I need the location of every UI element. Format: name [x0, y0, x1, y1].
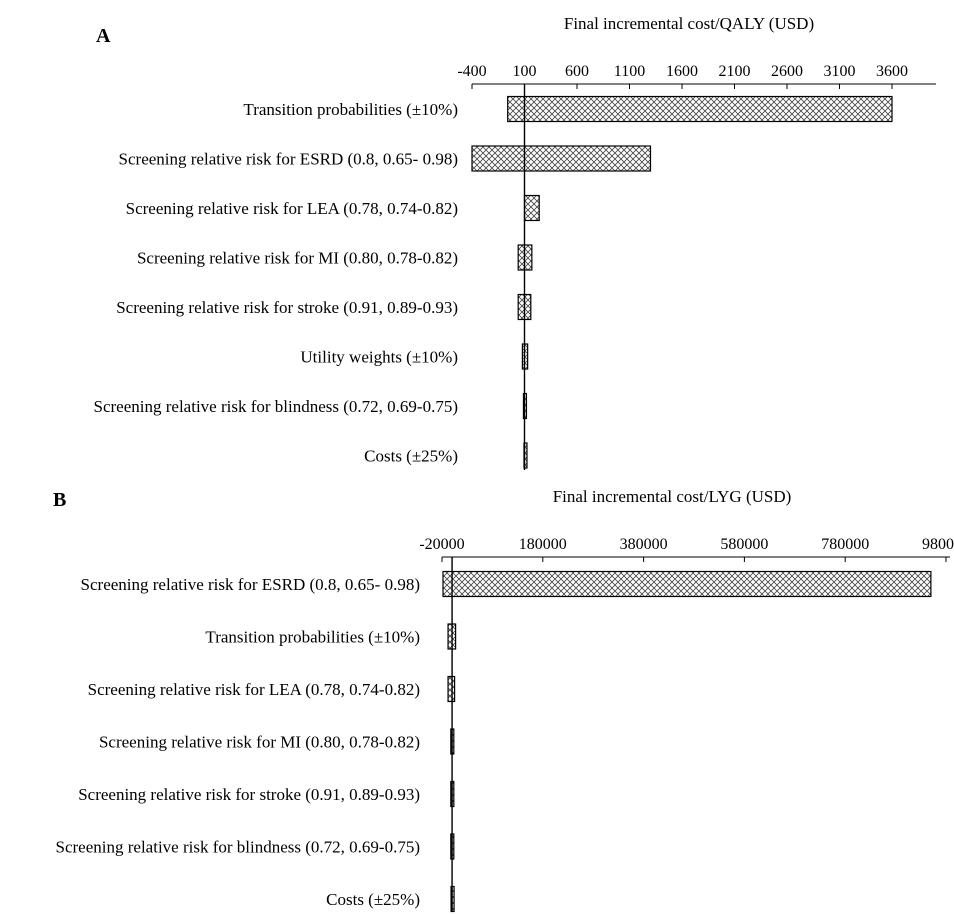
panel-b-x-ticks: -20000 180000 380000 580000 780000 980000: [419, 536, 954, 562]
x-tick-label: 580000: [720, 536, 768, 553]
category-label: Screening relative risk for blindness (0…: [94, 397, 458, 416]
tornado-bar: [447, 675, 456, 703]
panel-b-bars: [442, 557, 932, 913]
category-label: Transition probabilities (±10%): [243, 100, 458, 119]
tornado-bar: [442, 570, 932, 598]
x-tick-label: 3600: [876, 63, 908, 80]
panel-a: A Final incremental cost/QALY (USD) -400…: [94, 14, 936, 470]
panel-a-x-ticks: -400 100 600 1100 1600 2100 2600 3100 3600: [457, 63, 936, 89]
x-tick-label: 180000: [519, 536, 567, 553]
x-tick-label: 380000: [620, 536, 668, 553]
category-label: Transition probabilities (±10%): [205, 628, 420, 647]
category-label: Screening relative risk for ESRD (0.8, 0…: [119, 150, 458, 169]
x-tick-label: 780000: [821, 536, 869, 553]
x-tick-label: 100: [513, 63, 537, 80]
x-tick-label: 2600: [771, 63, 803, 80]
x-tick-label: 600: [565, 63, 589, 80]
category-label: Costs (±25%): [364, 447, 458, 466]
category-label: Costs (±25%): [326, 890, 420, 909]
category-label: Screening relative risk for stroke (0.91…: [116, 298, 458, 317]
panel-b-axis-title: Final incremental cost/LYG (USD): [553, 487, 792, 506]
x-tick-label: -20000: [419, 536, 464, 553]
panel-a-label: A: [96, 25, 111, 47]
category-label: Screening relative risk for MI (0.80, 0.…: [137, 249, 458, 268]
category-label: Screening relative risk for LEA (0.78, 0…: [126, 199, 458, 218]
category-label: Screening relative risk for stroke (0.91…: [78, 785, 420, 804]
x-tick-label: 1100: [614, 63, 645, 80]
category-label: Screening relative risk for ESRD (0.8, 0…: [81, 575, 420, 594]
tornado-bar: [471, 145, 652, 172]
tornado-bar: [523, 194, 540, 222]
x-tick-label: 3100: [824, 63, 856, 80]
category-label: Utility weights (±10%): [300, 348, 458, 367]
panel-b-label: B: [53, 489, 66, 511]
x-tick-label: 2100: [719, 63, 751, 80]
category-label: Screening relative risk for blindness (0…: [56, 838, 420, 857]
panel-a-bars: [471, 84, 893, 470]
panel-b: B Final incremental cost/LYG (USD) -2000…: [53, 487, 954, 913]
x-tick-label: 980000: [922, 536, 954, 553]
panel-a-category-labels: Transition probabilities (±10%) Screening…: [94, 100, 458, 466]
x-tick-label: 1600: [666, 63, 698, 80]
x-tick-label: -400: [457, 63, 486, 80]
category-label: Screening relative risk for MI (0.80, 0.…: [99, 733, 420, 752]
panel-a-axis-title: Final incremental cost/QALY (USD): [564, 14, 814, 33]
category-label: Screening relative risk for LEA (0.78, 0…: [88, 680, 420, 699]
tornado-bar: [507, 95, 893, 123]
panel-b-category-labels: Screening relative risk for ESRD (0.8, 0…: [56, 575, 420, 909]
